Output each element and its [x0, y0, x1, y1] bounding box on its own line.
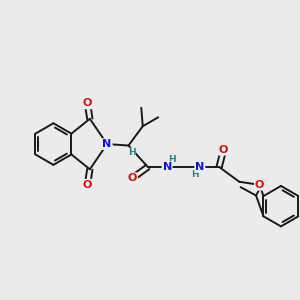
Text: O: O	[83, 98, 92, 108]
Text: O: O	[83, 180, 92, 190]
Text: N: N	[195, 162, 204, 172]
Text: H: H	[168, 155, 176, 164]
Text: N: N	[163, 162, 172, 172]
Text: O: O	[255, 180, 264, 190]
Text: H: H	[128, 148, 135, 158]
Text: O: O	[219, 145, 228, 155]
Text: H: H	[192, 170, 199, 179]
Text: O: O	[128, 173, 137, 183]
Text: N: N	[103, 139, 112, 149]
